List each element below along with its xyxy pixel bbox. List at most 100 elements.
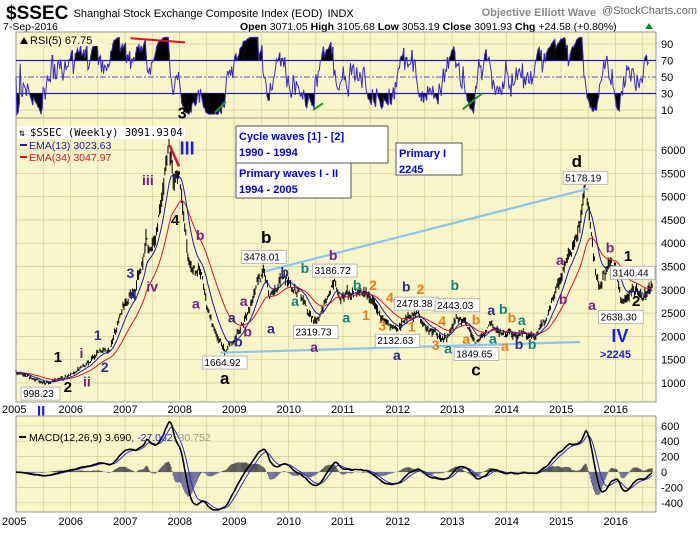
top-axis-year-label: 2010 [277,404,301,416]
rsi-line [15,36,650,116]
price-callout: 3478.01 [244,253,281,264]
open-label: Open [240,21,267,33]
price-callout: 1664.92 [204,358,241,369]
wave-label: a [310,339,318,355]
top-axis-year-label: 2007 [113,404,137,416]
wave-label: 2 [64,379,72,396]
price-callout-box [20,386,61,401]
upper-trendline [265,187,589,273]
rsi-tick-label: 10 [661,105,673,117]
macd-legend-label: MACD(12,26,9) [29,432,102,444]
price-tick-label: 2500 [661,308,685,320]
wave-label: b [196,227,205,243]
wave-label: iii [142,172,154,188]
wave-label: ii [83,374,91,390]
wave-label: 3 [432,337,440,353]
price-legend-title: $SSEC (Weekly) 3091.93 [30,127,169,139]
wave-label: b [499,301,508,317]
bottom-axis-year-label: 2007 [113,516,137,528]
price-tick-label: 5500 [661,168,685,180]
bottom-axis-year-label: 2006 [59,516,83,528]
wave-label: 2 [369,277,377,293]
rsi-tick-label: 70 [661,56,673,68]
wave-label: a [556,252,564,268]
stockcharts-logo[interactable]: @StockCharts.com [602,5,697,17]
wave-label: 1 [94,327,102,343]
wave-label: b [450,277,459,293]
wave-label: a [501,338,509,354]
annotation-box [395,142,463,176]
rsi-bullish-divergence-line-2008 [214,101,227,114]
bottom-axis-year-label: 2014 [495,516,519,528]
wave-label: a [267,321,275,337]
wave-3-to-III-line [168,144,181,167]
macd-tick-label: -200 [661,482,683,494]
top-axis-year-label: 2016 [604,404,628,416]
wave-label: a [487,302,495,318]
annotation-box [235,162,352,199]
wave-label: 2 [632,293,640,310]
wave-label: b [528,336,537,352]
price-tick-label: 4500 [661,215,685,227]
change-value: +24.58 (+0.80%) [538,21,616,33]
annotation-box-line1: Primary I [399,148,446,160]
wave-label: 4 [129,287,137,303]
bottom-axis-year-label: 2015 [549,516,573,528]
ema13-line [15,174,653,383]
bottom-axis-year-label: 2012 [386,516,410,528]
wave-label: 1 [624,248,632,265]
price-callout-box [434,298,481,313]
macd-tick-label: 200 [661,452,679,464]
low-label: Low [378,21,400,33]
price-callout-box [562,170,609,185]
wave-label: b [329,247,338,263]
annotation-box-line1: Primary waves I - II [239,168,338,180]
price-callout: 2319.73 [295,327,332,338]
exchange: INDX [327,8,354,20]
top-axis-year-label: 2014 [495,404,519,416]
ohlc-summary: Open 3071.05 High 3105.68 Low 3053.19 Cl… [240,21,617,33]
price-panel: 6000 5500 5000 4500 4000 3500 3000 2500 2000 1500… [15,105,685,403]
macd-tick-label: -400 [661,498,683,510]
rsi-legend-bg [18,34,108,46]
price-tick-label: 1500 [661,355,685,367]
bottom-axis-year-label: 2013 [440,516,464,528]
index-name: Shanghai Stock Exchange Composite Index … [74,8,323,20]
top-axis-year-label: 2013 [440,404,464,416]
top-axis-year-label: 2006 [59,404,83,416]
macd-panel: 600 400 200 0 -200 -400 MACD(12,26,9) 3.690, -2… [15,415,683,513]
rsi-legend-label: RSI(5) 67.75 [30,35,92,47]
price-tick-label: 1000 [661,378,685,390]
price-callout-box [312,263,358,278]
wave-label: d [572,152,582,171]
price-tick-label: 5000 [661,192,685,204]
wave-label: a [240,293,248,309]
annotation-box-line2: 2245 [399,164,423,176]
rsi-bullish-divergence-line-2013 [462,92,483,110]
rsi-legend-icon [20,37,28,44]
macd-tick-label: 400 [661,436,679,448]
wave-label: a [588,297,596,313]
price-tick-label: 3000 [661,285,685,297]
brand-label: Objective Elliott Wave [482,7,597,19]
x-axis-top: 2005 2006 2007 2008 2009 2010 2011 2012 2013 2014… [2,403,628,420]
close-value: 3091.93 [474,21,512,33]
price-tick-label: 2000 [661,331,685,343]
wave-label: III [180,139,195,159]
open-value: 3071.05 [270,21,308,33]
wave-label: a [489,331,497,347]
price-callout-box [293,325,339,339]
price-callout: 3140.44 [612,268,649,279]
rsi-bullish-divergence-line-2010 [312,102,324,111]
wave-label: iv [146,279,158,295]
price-tick-label: 6000 [661,145,685,157]
high-value: 3105.68 [337,21,375,33]
price-callout: 2443.03 [437,301,474,312]
wave-label: b [261,228,271,247]
annotation-box-line2: 1994 - 2005 [239,184,298,196]
ticker-symbol: $SSEC [6,3,69,24]
rsi-tick-label: 90 [661,39,673,51]
wave-label: a [444,341,452,357]
price-callout: 5178.19 [565,173,602,184]
